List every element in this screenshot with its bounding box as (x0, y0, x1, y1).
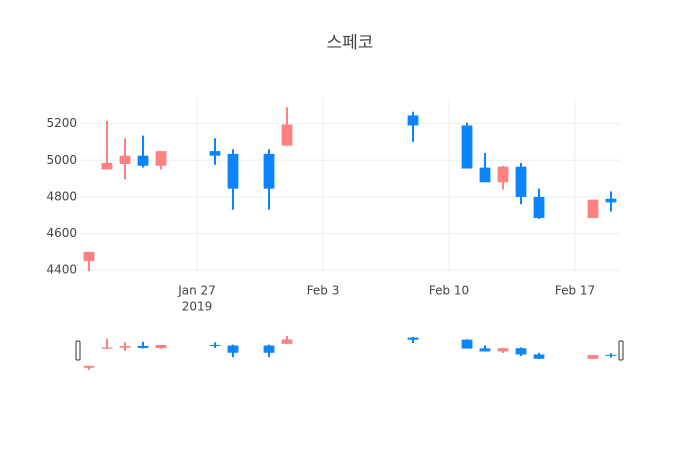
x-tick-label: Feb 17 (555, 284, 595, 298)
slider-candle-body (587, 355, 599, 359)
x-tick-sublabel: 2019 (182, 300, 213, 314)
slider-candle-body (515, 348, 527, 355)
slider-candle-body (101, 347, 113, 349)
y-tick-label: 5000 (46, 153, 77, 167)
slider-candle-body (119, 345, 131, 348)
chart-title: 스페코 (327, 33, 374, 53)
candle-body (101, 163, 113, 170)
candle-body (263, 153, 275, 189)
y-tick-label: 4400 (46, 263, 77, 277)
slider-candle-body (263, 345, 275, 353)
y-tick-label: 5200 (46, 116, 77, 130)
candle-body (587, 199, 599, 218)
candle-body (227, 153, 239, 189)
slider-candle-body (605, 354, 617, 356)
candle-body (461, 125, 473, 169)
x-tick-label: Jan 27 (177, 284, 216, 298)
rangeslider-handle (75, 340, 81, 361)
candle-body (479, 167, 491, 183)
slider-candle-body (407, 337, 419, 340)
slider-candle-body (533, 354, 545, 359)
candle-body (155, 151, 167, 166)
slider-candle-body (227, 345, 239, 353)
slider-candle-body (281, 339, 293, 344)
candle-body (119, 155, 131, 164)
slider-candle-body (479, 348, 491, 352)
slider-candle-body (155, 344, 167, 349)
x-tick-label: Feb 3 (307, 284, 340, 298)
slider-candle-body (137, 345, 149, 349)
candle-body (281, 124, 293, 146)
y-tick-label: 4800 (46, 189, 77, 203)
slider-candle-body (209, 344, 221, 346)
candle-body (83, 251, 95, 262)
slider-candle-body (83, 365, 95, 368)
candle-body (137, 155, 149, 166)
candle-body (533, 196, 545, 218)
candle-body (497, 166, 509, 183)
rangeslider-handle (618, 340, 624, 361)
candle-body (209, 151, 221, 156)
slider-candle-body (461, 339, 473, 349)
candle-body (605, 198, 617, 203)
candle-body (515, 166, 527, 197)
candle-body (407, 115, 419, 126)
slider-candle-body (497, 348, 509, 352)
x-tick-label: Feb 10 (429, 284, 469, 298)
y-tick-label: 4600 (46, 226, 77, 240)
